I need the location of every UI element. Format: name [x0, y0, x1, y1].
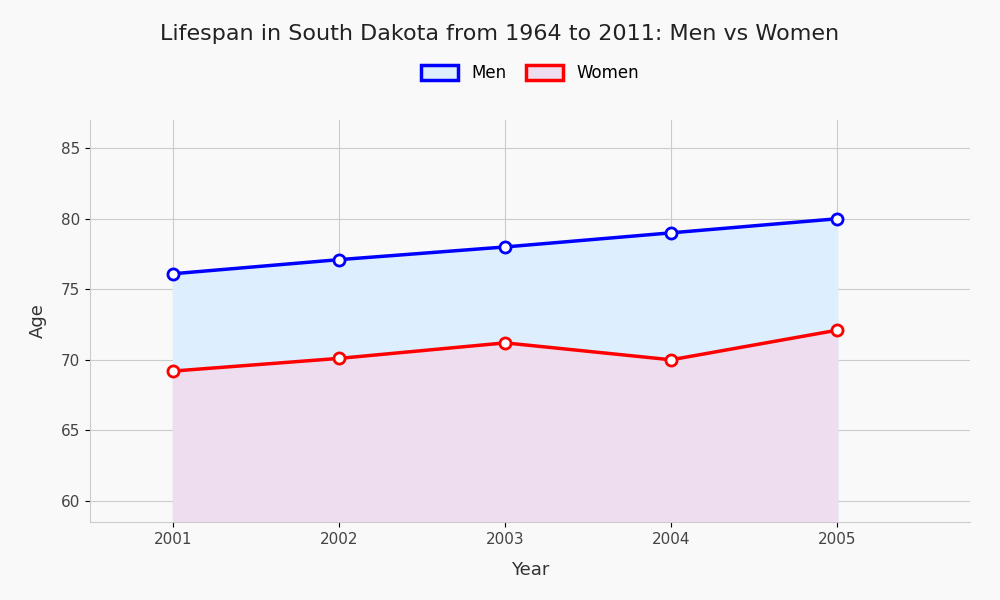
Legend: Men, Women: Men, Women	[413, 56, 647, 91]
Y-axis label: Age: Age	[29, 304, 47, 338]
X-axis label: Year: Year	[511, 560, 549, 578]
Text: Lifespan in South Dakota from 1964 to 2011: Men vs Women: Lifespan in South Dakota from 1964 to 20…	[160, 24, 840, 44]
